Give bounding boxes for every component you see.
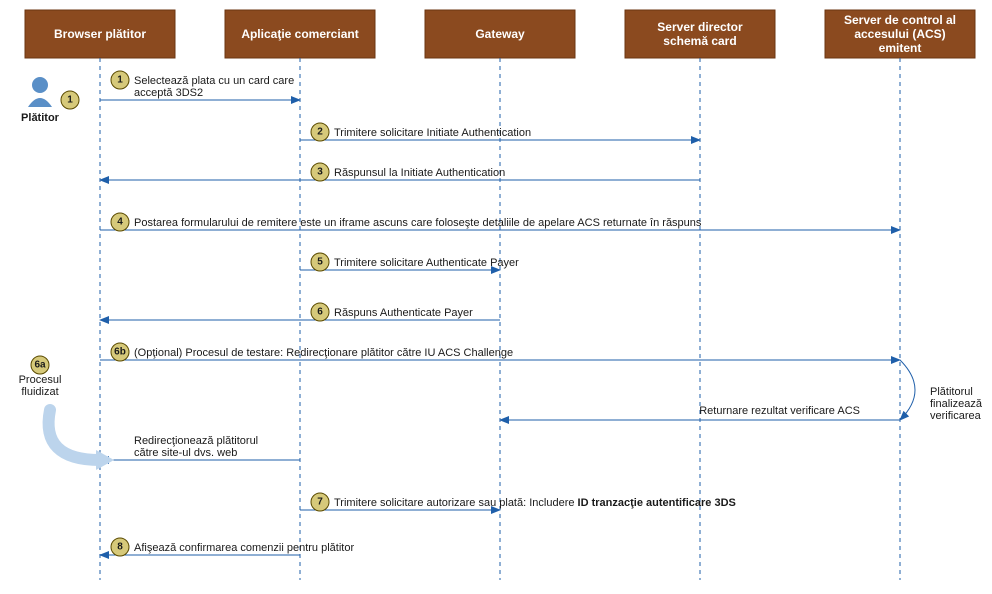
actor-body — [28, 98, 52, 107]
svg-text:Plătitorul: Plătitorul — [930, 386, 973, 398]
svg-text:Trimitere solicitare autorizar: Trimitere solicitare autorizare sau plat… — [334, 497, 736, 509]
acs-loop-arrow — [900, 360, 915, 420]
svg-text:5: 5 — [317, 257, 323, 268]
svg-text:Redirecţionează plătitorul: Redirecţionează plătitorul — [134, 435, 258, 447]
svg-text:1: 1 — [67, 95, 73, 106]
svg-text:Postarea formularului de remit: Postarea formularului de remitere este u… — [134, 217, 702, 229]
svg-text:2: 2 — [317, 127, 323, 138]
svg-text:schemă card: schemă card — [663, 34, 736, 48]
svg-text:Răspunsul la Initiate Authenti: Răspunsul la Initiate Authentication — [334, 167, 505, 179]
svg-text:Server de control al: Server de control al — [844, 13, 956, 27]
svg-text:accesului (ACS): accesului (ACS) — [854, 27, 945, 41]
svg-text:6: 6 — [317, 307, 323, 318]
svg-text:Returnare rezultat verificare: Returnare rezultat verificare ACS — [699, 405, 860, 417]
sequence-diagram: Browser plătitor Aplicaţie comerciant Gate… — [0, 0, 992, 594]
svg-text:Selectează plata cu un card ca: Selectează plata cu un card care — [134, 75, 294, 87]
svg-text:1: 1 — [117, 75, 123, 86]
svg-text:7: 7 — [317, 497, 323, 508]
svg-text:Afişează confirmarea comenzii: Afişează confirmarea comenzii pentru plă… — [134, 542, 354, 554]
svg-text:Aplicaţie comerciant: Aplicaţie comerciant — [241, 27, 358, 41]
svg-text:8: 8 — [117, 542, 123, 553]
fluid-arrow-head — [96, 450, 114, 470]
svg-text:finalizează: finalizează — [930, 398, 983, 410]
svg-text:acceptă 3DS2: acceptă 3DS2 — [134, 87, 203, 99]
svg-text:verificarea: verificarea — [930, 410, 982, 422]
svg-text:4: 4 — [117, 217, 123, 228]
svg-text:Browser plătitor: Browser plătitor — [54, 27, 146, 41]
svg-text:Server director: Server director — [657, 20, 743, 34]
svg-text:6b: 6b — [114, 347, 126, 358]
actor-head — [32, 77, 48, 93]
svg-text:Trimitere solicitare Authentic: Trimitere solicitare Authenticate Payer — [334, 257, 519, 269]
svg-text:emitent: emitent — [879, 41, 922, 55]
svg-text:6a: 6a — [34, 360, 46, 371]
svg-text:Răspuns Authenticate Payer: Răspuns Authenticate Payer — [334, 307, 473, 319]
svg-text:(Opţional) Procesul de testare: (Opţional) Procesul de testare: Redirecţ… — [134, 347, 513, 359]
fluid-arrow — [49, 410, 100, 460]
svg-text:Procesul: Procesul — [19, 374, 62, 386]
svg-text:Plătitor: Plătitor — [21, 112, 60, 124]
svg-text:Trimitere solicitare Initiate: Trimitere solicitare Initiate Authentica… — [334, 127, 531, 139]
svg-text:către site-ul dvs. web: către site-ul dvs. web — [134, 447, 237, 459]
svg-text:fluidizat: fluidizat — [21, 386, 58, 398]
svg-text:3: 3 — [317, 167, 323, 178]
svg-text:Gateway: Gateway — [475, 27, 525, 41]
